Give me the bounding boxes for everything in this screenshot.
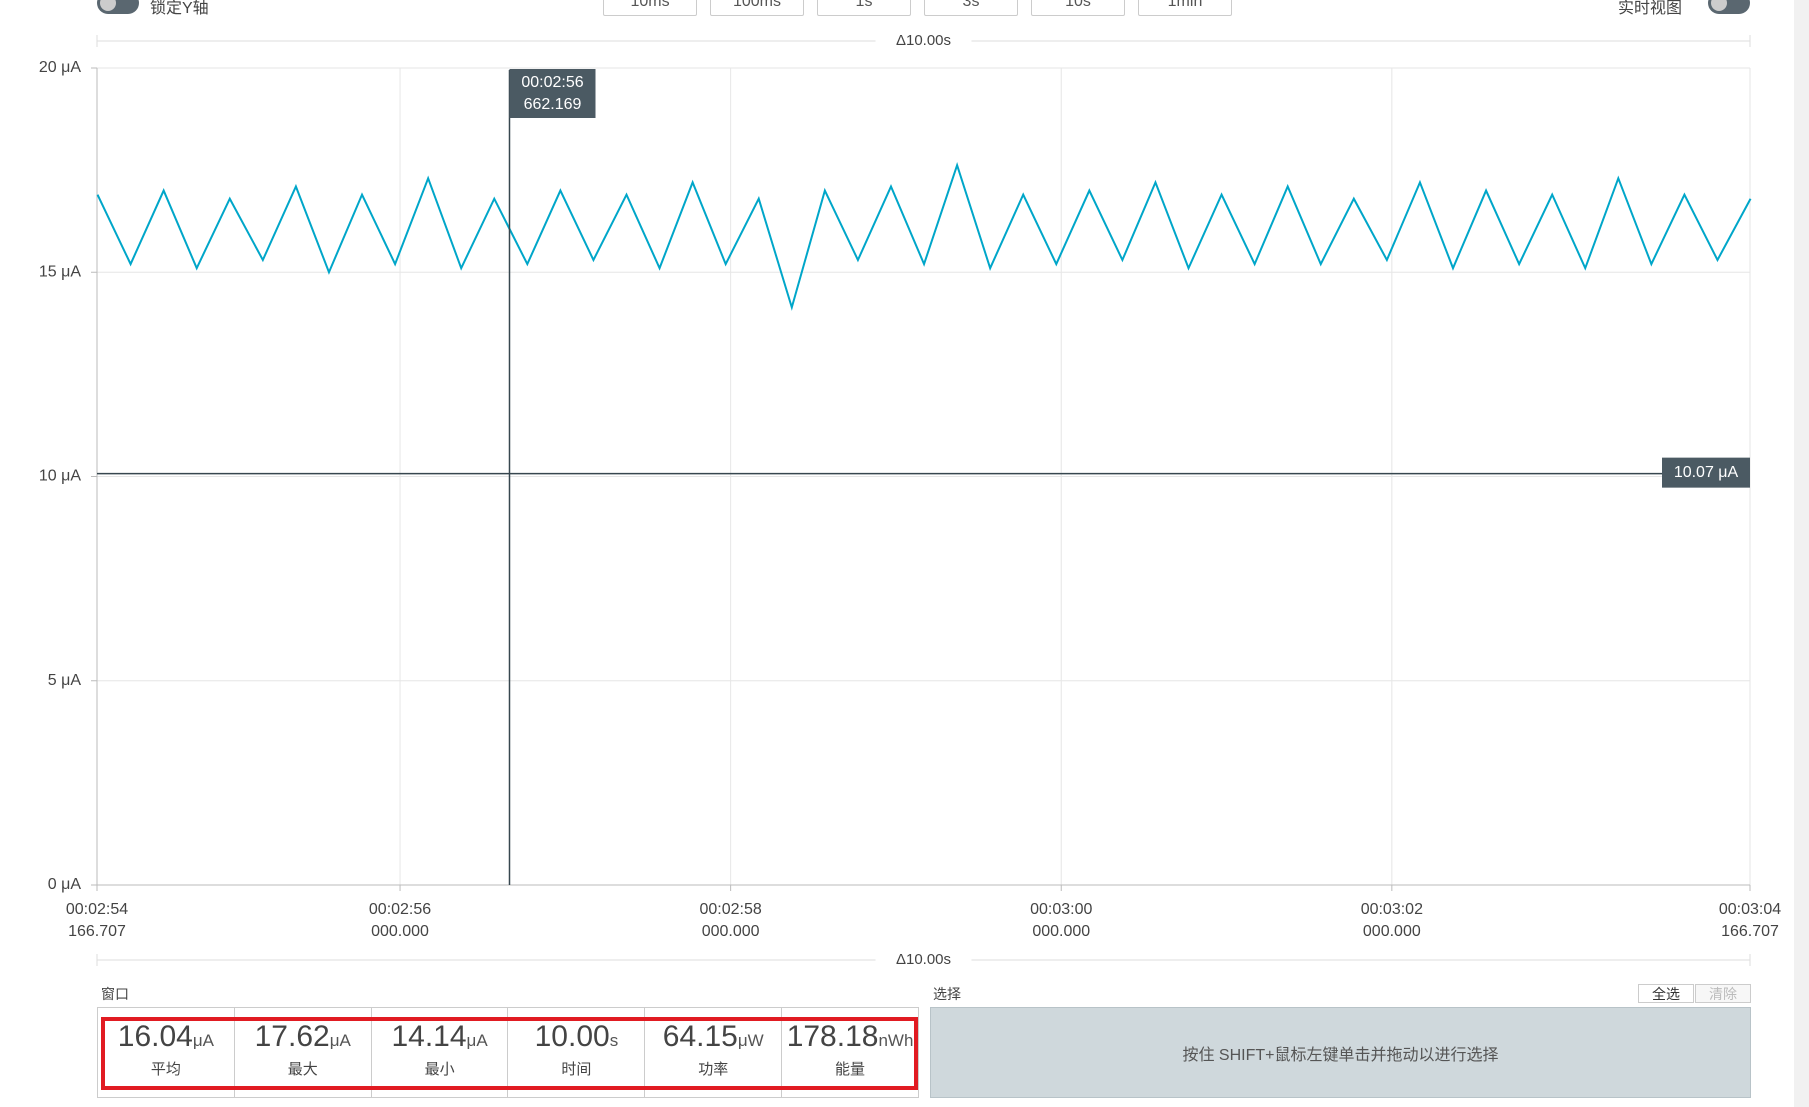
stat-value: 10.00 [534,1020,610,1053]
x-tick-label: 00:02:54 [66,901,128,918]
selection-area[interactable]: 按住 SHIFT+鼠标左键单击并拖动以进行选择 [930,1007,1751,1098]
stat-cell: 17.62μA 最大 [235,1008,372,1097]
window-title: 窗口 [101,986,129,1002]
stat-unit: nWh [878,1031,914,1050]
x-tick-label: 000.000 [1032,923,1090,940]
cursor-label-bg [509,69,596,118]
select-all-button[interactable]: 全选 [1638,984,1694,1003]
span-label-bg [875,950,972,970]
stat-cell: 16.04μA 平均 [98,1008,235,1097]
x-tick-label: 166.707 [1721,923,1779,940]
span-label-bg [875,31,972,51]
stat-value-row: 178.18nWh [782,1020,918,1054]
zoom-button[interactable]: 10ms [603,0,697,16]
highlight-box [101,1017,918,1090]
x-tick-label: 00:03:02 [1361,901,1423,918]
stat-unit: μA [466,1031,488,1050]
stat-label: 平均 [150,1061,181,1078]
zoom-button[interactable]: 3s [924,0,1018,16]
stat-label: 时间 [561,1061,592,1078]
x-tick-label: 166.707 [68,923,126,940]
stat-unit: μA [192,1031,215,1050]
zoom-button[interactable]: 10s [1031,0,1125,16]
span-label: Δ10.00s [896,32,951,49]
x-tick-label: 00:03:04 [1719,901,1781,918]
span-label: Δ10.00s [896,951,951,968]
y-tick-label: 0 μA [48,876,82,893]
stat-value: 16.04 [117,1020,193,1053]
y-tick-label: 15 μA [39,263,81,280]
stat-value: 14.14 [391,1020,467,1053]
stat-value: 178.18 [786,1020,879,1053]
signal-line [96,162,1752,311]
marker-label: 10.07 μA [1674,464,1739,481]
stats-panel: 16.04μA 平均 17.62μA 最大 14.14μA 最小 10.00s 时间 64.15… [97,1007,919,1098]
stat-unit: μA [329,1031,351,1050]
zoom-button[interactable]: 1s [817,0,911,16]
stat-cell: 14.14μA 最小 [372,1008,509,1097]
stat-value-row: 16.04μA [98,1020,234,1054]
selection-title: 选择 [933,986,961,1002]
zoom-button[interactable]: 100ms [710,0,804,16]
stat-unit: s [609,1031,619,1050]
x-tick-label: 000.000 [702,923,760,940]
scrollbar[interactable] [1794,0,1809,1107]
stat-value-row: 14.14μA [372,1020,508,1054]
x-tick-label: 00:02:56 [369,901,431,918]
stat-value: 17.62 [254,1020,330,1053]
y-tick-label: 5 μA [48,672,82,689]
lock-y-toggle[interactable] [97,0,139,14]
live-view-label: 实时视图 [1618,0,1683,17]
stat-cell: 64.15μW 功率 [645,1008,783,1097]
cursor-label: 662.169 [524,96,582,113]
lock-y-label: 锁定Y轴 [150,0,209,17]
chart: Δ10.00s Δ10.00s 0 μA 5 μA 10 μA 15 μA 20 μA 00:… [38,31,1782,970]
cursor-label: 00:02:56 [521,74,583,91]
x-tick-label: 00:03:00 [1030,901,1092,918]
stat-label: 最大 [287,1061,318,1078]
live-view-toggle[interactable] [1708,0,1750,14]
x-tick-label: 000.000 [1363,923,1421,940]
stat-value-row: 64.15μW [645,1020,781,1054]
marker-label-bg [1662,457,1750,488]
y-tick-label: 20 μA [39,59,81,76]
clear-button[interactable]: 清除 [1695,984,1751,1003]
stat-cell: 178.18nWh 能量 [782,1008,918,1097]
stat-value: 64.15 [662,1020,738,1053]
selection-hint: 按住 SHIFT+鼠标左键单击并拖动以进行选择 [1182,1046,1499,1064]
y-tick-label: 10 μA [39,468,81,485]
stat-value-row: 10.00s [508,1020,644,1054]
x-tick-label: 000.000 [371,923,429,940]
zoom-button[interactable]: 1min [1138,0,1232,16]
stat-label: 能量 [835,1061,866,1078]
stat-cell: 10.00s 时间 [508,1008,646,1097]
stat-value-row: 17.62μA [235,1020,371,1054]
stat-label: 功率 [698,1061,729,1078]
x-tick-label: 00:02:58 [700,901,762,918]
stat-unit: μW [737,1031,764,1050]
stat-label: 最小 [424,1061,455,1078]
